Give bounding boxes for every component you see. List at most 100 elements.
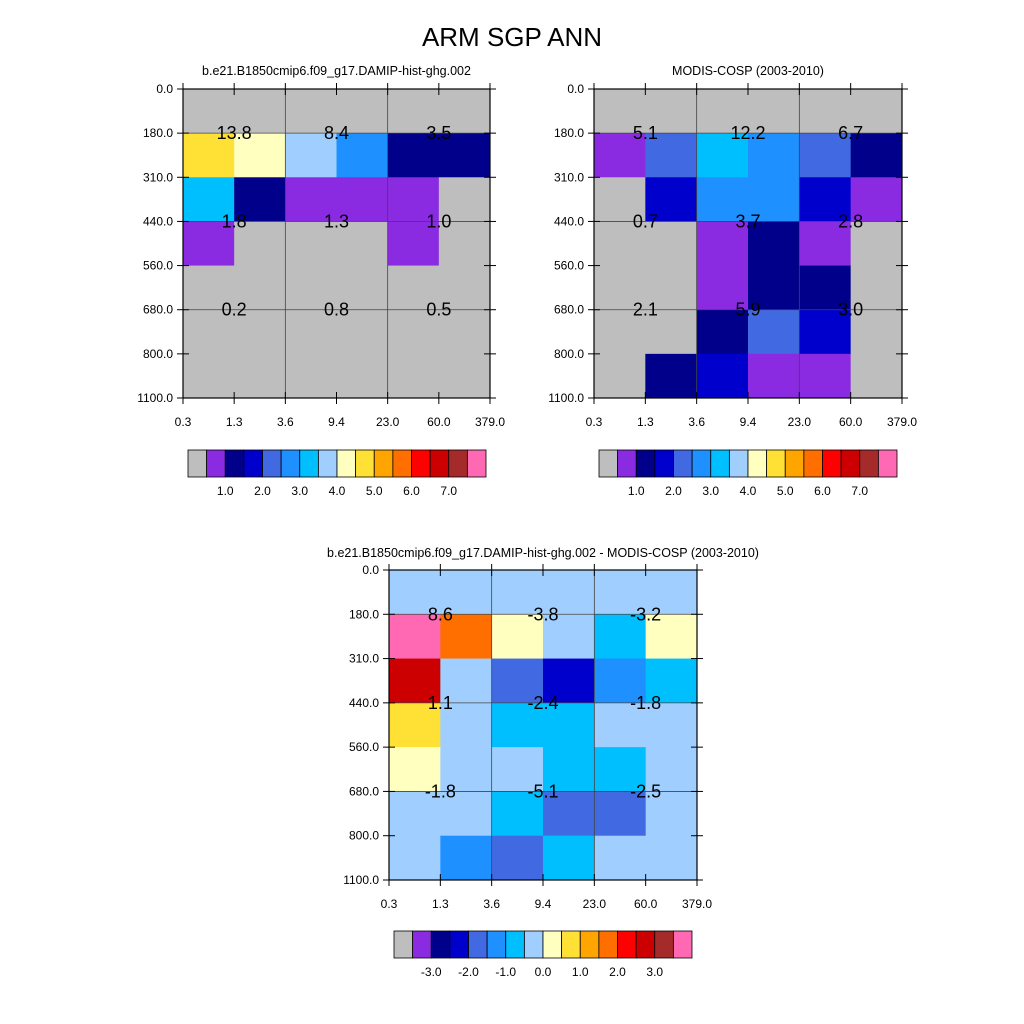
heatmap-cell [491,747,544,792]
data-label: 0.2 [222,300,247,320]
heatmap-cell [645,747,698,792]
data-label: 0.7 [633,211,658,231]
y-tick-label: 0.0 [567,82,584,96]
colorbar-swatch [429,449,450,478]
heatmap-cell [594,133,646,178]
y-tick-label: 180.0 [554,126,584,140]
heatmap-cell [748,265,800,311]
data-label: 3.0 [838,300,863,320]
data-label: 6.7 [838,123,863,143]
colorbar-swatch [654,449,674,478]
heatmap-cell [183,309,235,355]
colorbar-swatch [598,930,618,959]
colorbar-swatch [392,449,412,478]
heatmap-cell [387,89,440,134]
x-tick-label: 3.6 [483,897,500,911]
heatmap-cell [850,265,903,311]
panel-title: b.e21.B1850cmip6.f09_g17.DAMIP-hist-ghg.… [327,546,759,560]
heatmap-cell [389,570,441,615]
heatmap-cell [543,614,595,660]
heatmap-cell [645,133,698,178]
heatmap-cell [799,89,852,134]
colorbar: 1.0 2.0 3.0 4.0 5.0 6.0 7.0 [598,449,898,498]
colorbar-swatch [691,449,712,478]
heatmap-cell [234,133,286,178]
heatmap-panel-2: MODIS-COSP (2003-2010) 0.0 180.0 310.0 440.0… [548,64,917,498]
x-tick-label: 60.0 [427,415,451,429]
heatmap-cell [285,265,337,311]
heatmap-cell [491,791,544,837]
heatmap-cell [696,309,749,355]
colorbar-swatch [449,930,469,959]
colorbar: -3.0 -2.0 -1.0 0.0 1.0 2.0 3.0 [393,930,693,979]
data-label: 3.5 [426,123,451,143]
data-label: -3.8 [527,604,558,624]
heatmap-cell [645,791,698,837]
data-label: -3.2 [630,604,661,624]
x-tick-label: 0.3 [381,897,398,911]
heatmap-cell [234,309,286,355]
heatmap-panel-1: b.e21.B1850cmip6.f09_g17.DAMIP-hist-ghg.… [137,64,505,498]
colorbar-swatch [355,449,375,478]
colorbar-swatch [373,449,394,478]
y-tick-label: 560.0 [349,740,379,754]
colorbar-label: 3.0 [646,965,663,979]
colorbar-swatch [672,930,693,959]
y-tick-label: 310.0 [143,170,173,184]
x-tick-label: 1.3 [637,415,654,429]
heatmap-cell [748,177,800,222]
heatmap-cell [645,353,698,399]
colorbar-swatch [280,449,301,478]
colorbar-swatch [728,449,749,478]
x-tick-label: 60.0 [839,415,863,429]
y-tick-label: 440.0 [143,214,173,228]
colorbar-swatch [673,449,693,478]
heatmap-cell [850,353,903,399]
heatmap-cell [543,835,595,881]
y-tick-label: 180.0 [349,607,379,621]
colorbar-swatch [654,930,674,959]
heatmap-cell [389,614,441,660]
heatmap-cell [799,177,852,222]
colorbar-label: 2.0 [665,484,682,498]
heatmap-cell [543,747,595,792]
heatmap-cell [799,353,852,399]
data-label: 1.0 [426,211,451,231]
heatmap-cell [440,835,493,881]
x-tick-label: 379.0 [887,415,917,429]
heatmap-cell [387,309,440,355]
heatmap-cell [645,702,698,748]
x-tick-label: 9.4 [535,897,552,911]
data-label: 2.8 [838,211,863,231]
data-label: 0.8 [324,300,349,320]
heatmap-cell [748,89,800,134]
heatmap-cell [594,309,646,355]
colorbar-swatch [579,930,600,959]
colorbar-label: -3.0 [421,965,442,979]
heatmap-cell [799,265,852,311]
colorbar-swatch [505,930,525,959]
colorbar-swatch [766,449,786,478]
heatmap-cell [594,265,646,311]
colorbar-label: 2.0 [254,484,271,498]
heatmap-cell [389,747,441,792]
heatmap-cell [594,835,647,881]
colorbar-swatch [635,930,656,959]
y-tick-label: 680.0 [554,303,584,317]
colorbar-label: 1.0 [217,484,234,498]
x-tick-label: 60.0 [634,897,658,911]
colorbar-swatch [561,930,581,959]
data-label: 12.2 [730,123,765,143]
heatmap-cell [440,614,493,660]
y-tick-label: 1100.0 [548,391,584,405]
heatmap-cell [696,133,749,178]
heatmap-cell [594,353,646,399]
heatmap-cell [387,177,440,222]
heatmap-cell [850,133,903,178]
colorbar-swatch [262,449,282,478]
heatmap-cell [440,658,493,704]
heatmap-cell [594,89,646,134]
colorbar-swatch [635,449,656,478]
heatmap-cell [645,570,698,615]
heatmap-cell [438,177,491,222]
